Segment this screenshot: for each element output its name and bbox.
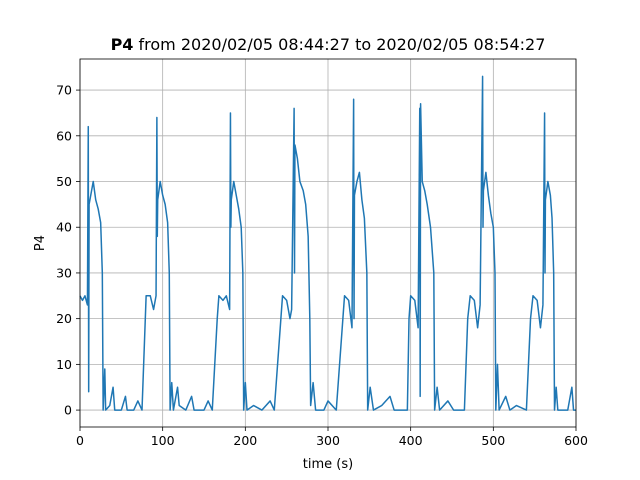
- x-tick-label: 500: [481, 433, 505, 448]
- title-rest: from 2020/02/05 08:44:27 to 2020/02/05 0…: [139, 35, 546, 54]
- y-tick-label: 10: [56, 357, 72, 372]
- x-axis-label: time (s): [303, 457, 353, 472]
- data-line: [79, 75, 576, 411]
- title-bold: P4: [111, 35, 134, 54]
- y-tick-label: 0: [64, 403, 72, 418]
- y-axis-label: P4: [33, 235, 48, 251]
- x-tick-label: 300: [316, 433, 340, 448]
- chart-title: P4 from 2020/02/05 08:44:27 to 2020/02/0…: [111, 35, 546, 54]
- y-tick-label: 20: [56, 311, 72, 326]
- y-tick-label: 40: [56, 220, 72, 235]
- x-tick-label: 0: [76, 433, 84, 448]
- y-tick-label: 70: [56, 83, 72, 98]
- x-tick-label: 600: [564, 433, 588, 448]
- x-tick-label: 400: [399, 433, 423, 448]
- y-tick-label: 50: [56, 174, 72, 189]
- x-tick-label: 200: [233, 433, 257, 448]
- y-tick-label: 30: [56, 265, 72, 280]
- y-tick-label: 60: [56, 128, 72, 143]
- plot-frame: [79, 58, 577, 428]
- x-tick-label: 100: [151, 433, 175, 448]
